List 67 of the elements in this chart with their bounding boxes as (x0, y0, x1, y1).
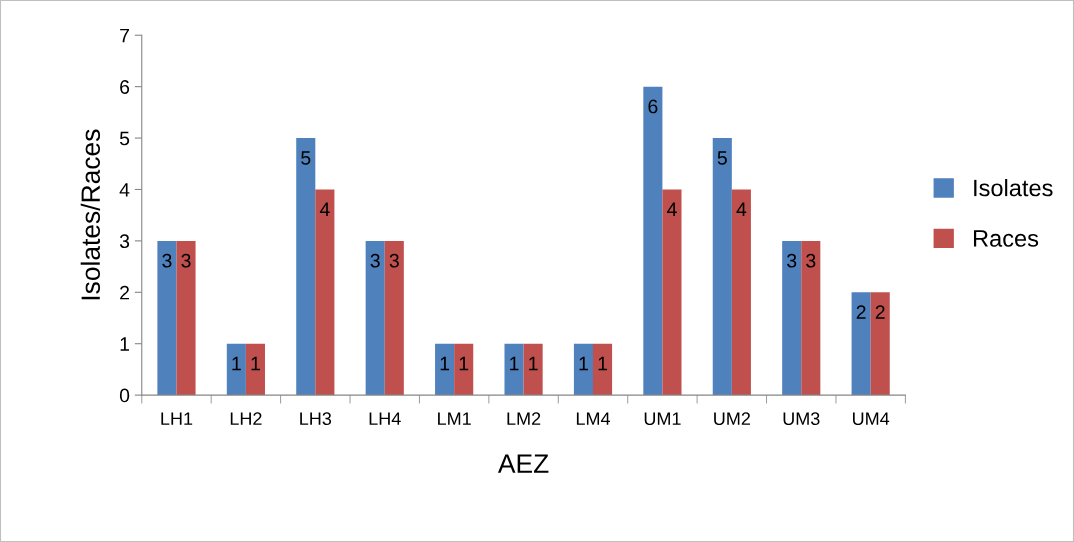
x-tick-label: UM4 (853, 412, 890, 426)
data-label: 2 (875, 305, 885, 319)
x-axis-title: AEZ (497, 454, 549, 473)
data-label: 3 (389, 253, 399, 268)
data-label: 3 (806, 253, 816, 268)
bar (523, 343, 543, 396)
bar (573, 343, 593, 396)
x-tick-label: LH4 (369, 412, 401, 425)
data-label: 3 (181, 253, 191, 268)
data-label: 2 (856, 305, 866, 319)
x-tick-label: UM2 (714, 412, 750, 426)
data-label: 4 (319, 202, 330, 216)
data-label: 1 (529, 356, 538, 371)
bar (245, 343, 265, 396)
bar (731, 189, 751, 396)
x-tick-label: LM2 (507, 412, 541, 425)
bar (157, 240, 177, 396)
bar (851, 292, 871, 396)
bar (435, 343, 455, 396)
data-label: 4 (667, 202, 677, 216)
bar (176, 240, 196, 396)
data-label: 1 (251, 356, 260, 371)
data-label: 1 (440, 356, 450, 371)
x-tick-label: UM3 (783, 412, 820, 426)
bar (454, 343, 474, 396)
bar (226, 343, 246, 396)
bar (504, 343, 524, 396)
bar (662, 189, 682, 396)
y-tick-label: 4 (119, 183, 130, 197)
data-label: 4 (736, 202, 747, 216)
bar (782, 240, 802, 396)
data-label: 1 (510, 356, 519, 371)
x-tick-label: UM1 (644, 412, 681, 426)
x-tick-label: LH2 (230, 412, 262, 425)
data-label: 3 (162, 253, 172, 268)
bar (365, 240, 385, 396)
x-tick-label: LM1 (438, 412, 471, 425)
y-tick-label: 3 (119, 234, 130, 249)
y-tick-label: 6 (120, 80, 130, 94)
x-tick-label: LM4 (576, 412, 611, 425)
data-label: 5 (301, 151, 311, 165)
bar (801, 240, 821, 396)
data-label: 5 (717, 151, 727, 165)
y-tick-label: 7 (120, 28, 129, 43)
bar (384, 240, 404, 396)
y-axis-title: Isolates/Races (80, 129, 101, 300)
y-tick-label: 5 (119, 131, 130, 146)
data-label: 3 (787, 253, 797, 268)
y-tick-label: 2 (120, 285, 129, 300)
data-label: 1 (579, 356, 588, 371)
x-tick-label: LH3 (300, 412, 332, 426)
bar (296, 138, 316, 396)
y-tick-label: 0 (119, 388, 130, 403)
data-label: 1 (459, 356, 469, 371)
y-tick-label: 1 (120, 337, 130, 351)
bar (643, 86, 663, 396)
x-tick-label: LH1 (161, 412, 193, 425)
data-label: 1 (598, 356, 607, 371)
data-label: 3 (370, 253, 380, 268)
bar (712, 138, 732, 396)
bar (315, 189, 335, 396)
legend-label: Races (973, 230, 1039, 247)
data-label: 6 (648, 99, 658, 114)
legend-label: Isolates (974, 179, 1053, 197)
data-label: 1 (232, 356, 241, 371)
bar (592, 343, 613, 396)
bar (870, 292, 890, 396)
